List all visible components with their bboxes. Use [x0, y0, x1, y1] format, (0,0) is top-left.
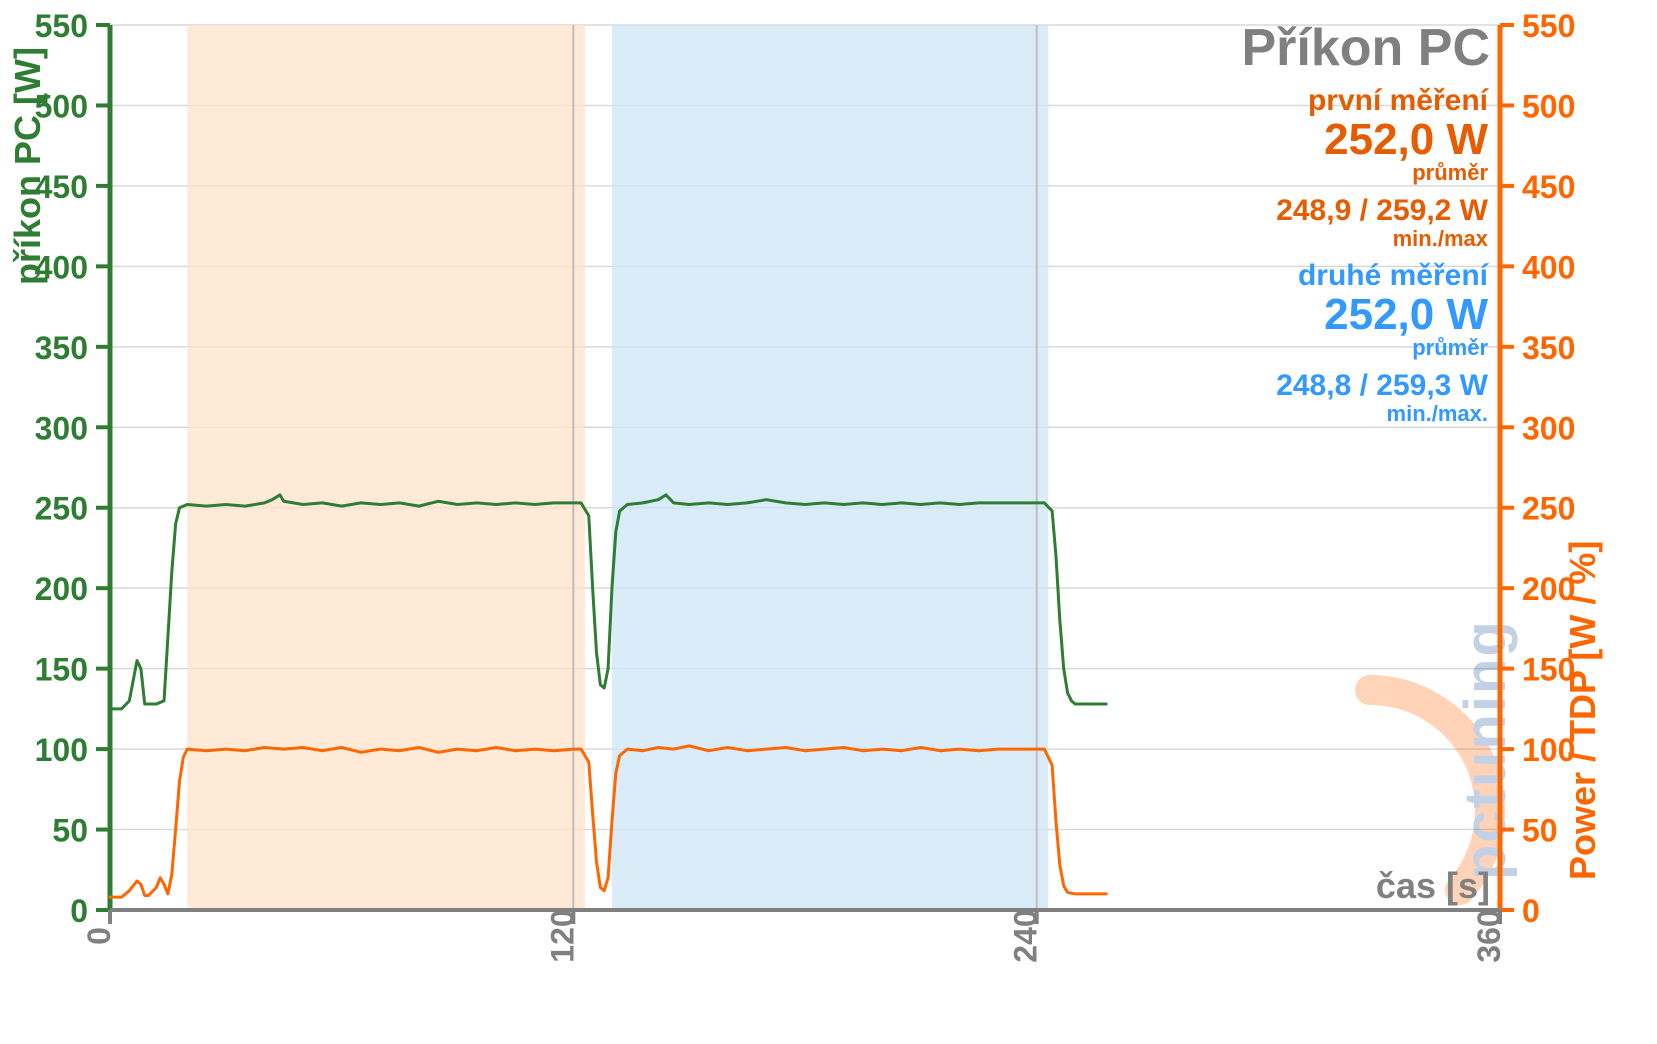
y-left-tick: 0 [70, 893, 88, 929]
chart-title: Příkon PC [1242, 19, 1491, 77]
measurement-band [187, 25, 585, 910]
y-left-tick: 350 [35, 330, 88, 366]
reading-value-sub: průměr [1412, 160, 1488, 185]
y-right-tick: 50 [1522, 813, 1558, 849]
reading-minmax: 248,8 / 259,3 W [1276, 369, 1488, 402]
y-right-tick: 500 [1522, 88, 1575, 124]
y-right-axis-label: Power / TDP [W / %] [1562, 541, 1603, 880]
y-right-tick: 400 [1522, 249, 1575, 285]
y-left-tick: 300 [35, 410, 88, 446]
y-right-tick: 350 [1522, 330, 1575, 366]
reading-minmax-sub: min./max [1393, 226, 1489, 251]
y-right-tick: 300 [1522, 410, 1575, 446]
y-left-tick: 250 [35, 491, 88, 527]
y-left-tick: 150 [35, 652, 88, 688]
y-left-tick: 200 [35, 571, 88, 607]
y-right-tick: 550 [1522, 8, 1575, 44]
y-left-axis-label: příkon PC [W] [7, 47, 48, 285]
reading-minmax-sub: min./max. [1387, 401, 1488, 426]
x-axis-label: čas [s] [1376, 865, 1490, 906]
reading-minmax: 248,9 / 259,2 W [1276, 194, 1488, 227]
power-chart: pctuning05010015020025030035040045050055… [0, 0, 1657, 1044]
x-tick: 120 [544, 909, 580, 962]
y-left-tick: 100 [35, 732, 88, 768]
x-tick: 240 [1008, 909, 1044, 962]
reading-value: 252,0 W [1324, 290, 1488, 339]
x-tick: 0 [81, 927, 117, 945]
x-tick: 360 [1471, 909, 1507, 962]
y-right-tick: 0 [1522, 893, 1540, 929]
y-left-tick: 50 [52, 813, 88, 849]
reading-heading: druhé měření [1298, 259, 1490, 292]
y-right-tick: 250 [1522, 491, 1575, 527]
y-left-tick: 550 [35, 8, 88, 44]
chart-svg: pctuning05010015020025030035040045050055… [0, 0, 1657, 1044]
reading-heading: první měření [1308, 84, 1490, 117]
reading-value-sub: průměr [1412, 335, 1488, 360]
measurement-band [612, 25, 1048, 910]
reading-value: 252,0 W [1324, 115, 1488, 164]
y-right-tick: 450 [1522, 169, 1575, 205]
